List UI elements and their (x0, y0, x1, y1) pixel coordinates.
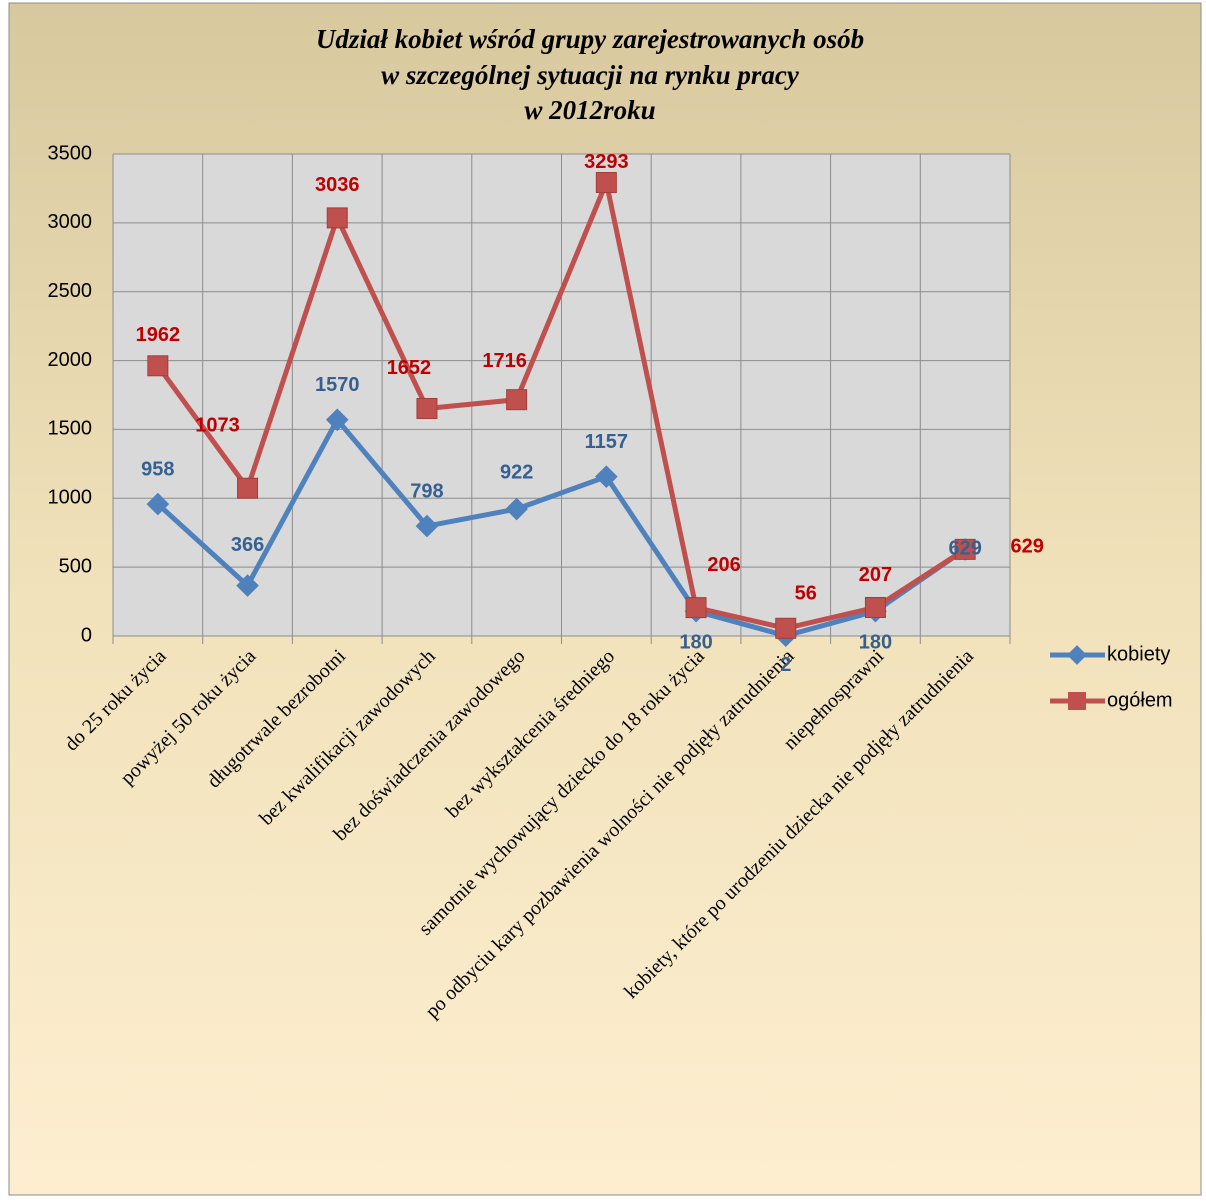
data-label: 1073 (195, 415, 240, 437)
marker (954, 538, 976, 560)
data-label: 798 (410, 480, 443, 502)
y-tick-label: 1500 (48, 418, 93, 440)
y-tick-label: 2500 (48, 280, 93, 302)
chart-title: w 2012roku (524, 95, 655, 125)
marker (595, 172, 617, 194)
data-label: 206 (707, 554, 740, 576)
marker (506, 389, 528, 411)
chart-title: Udział kobiet wśród grupy zarejestrowany… (316, 24, 864, 54)
legend-marker (1067, 645, 1087, 665)
data-label: 958 (141, 458, 174, 480)
marker (147, 355, 169, 377)
data-label: 629 (1010, 536, 1043, 558)
data-label: 56 (795, 583, 817, 605)
y-tick-label: 1000 (48, 487, 93, 509)
legend-marker (1068, 692, 1086, 710)
y-tick-label: 0 (81, 624, 92, 646)
data-label: 207 (859, 564, 892, 586)
y-tick-label: 2000 (48, 349, 93, 371)
legend-label: ogółem (1107, 689, 1173, 711)
y-tick-label: 500 (59, 555, 92, 577)
series-line (156, 417, 967, 639)
data-label: 1962 (136, 324, 181, 346)
marker (325, 408, 349, 432)
marker (864, 596, 886, 618)
data-label: 1652 (387, 357, 432, 379)
data-label: 1157 (585, 431, 628, 453)
data-label: 1570 (315, 374, 360, 396)
data-label: 180 (679, 631, 712, 653)
data-label: 180 (859, 631, 892, 653)
data-label: 629 (948, 538, 981, 560)
data-label: 2 (780, 654, 791, 676)
marker (775, 617, 797, 639)
marker (237, 477, 259, 499)
legend-label: kobiety (1107, 643, 1170, 665)
data-label: 3036 (315, 174, 360, 196)
y-tick-label: 3500 (48, 142, 93, 164)
data-label: 922 (500, 461, 533, 483)
marker (595, 465, 618, 488)
y-tick-label: 3000 (48, 211, 93, 233)
marker (326, 207, 348, 229)
data-label: 1716 (482, 350, 527, 372)
series-line (155, 180, 967, 631)
data-label: 3293 (584, 151, 629, 173)
marker (685, 597, 707, 619)
data-label: 366 (231, 534, 264, 556)
marker (416, 397, 438, 419)
chart-title: w szczególnej sytuacji na rynku pracy (381, 60, 800, 90)
marker (415, 514, 439, 538)
